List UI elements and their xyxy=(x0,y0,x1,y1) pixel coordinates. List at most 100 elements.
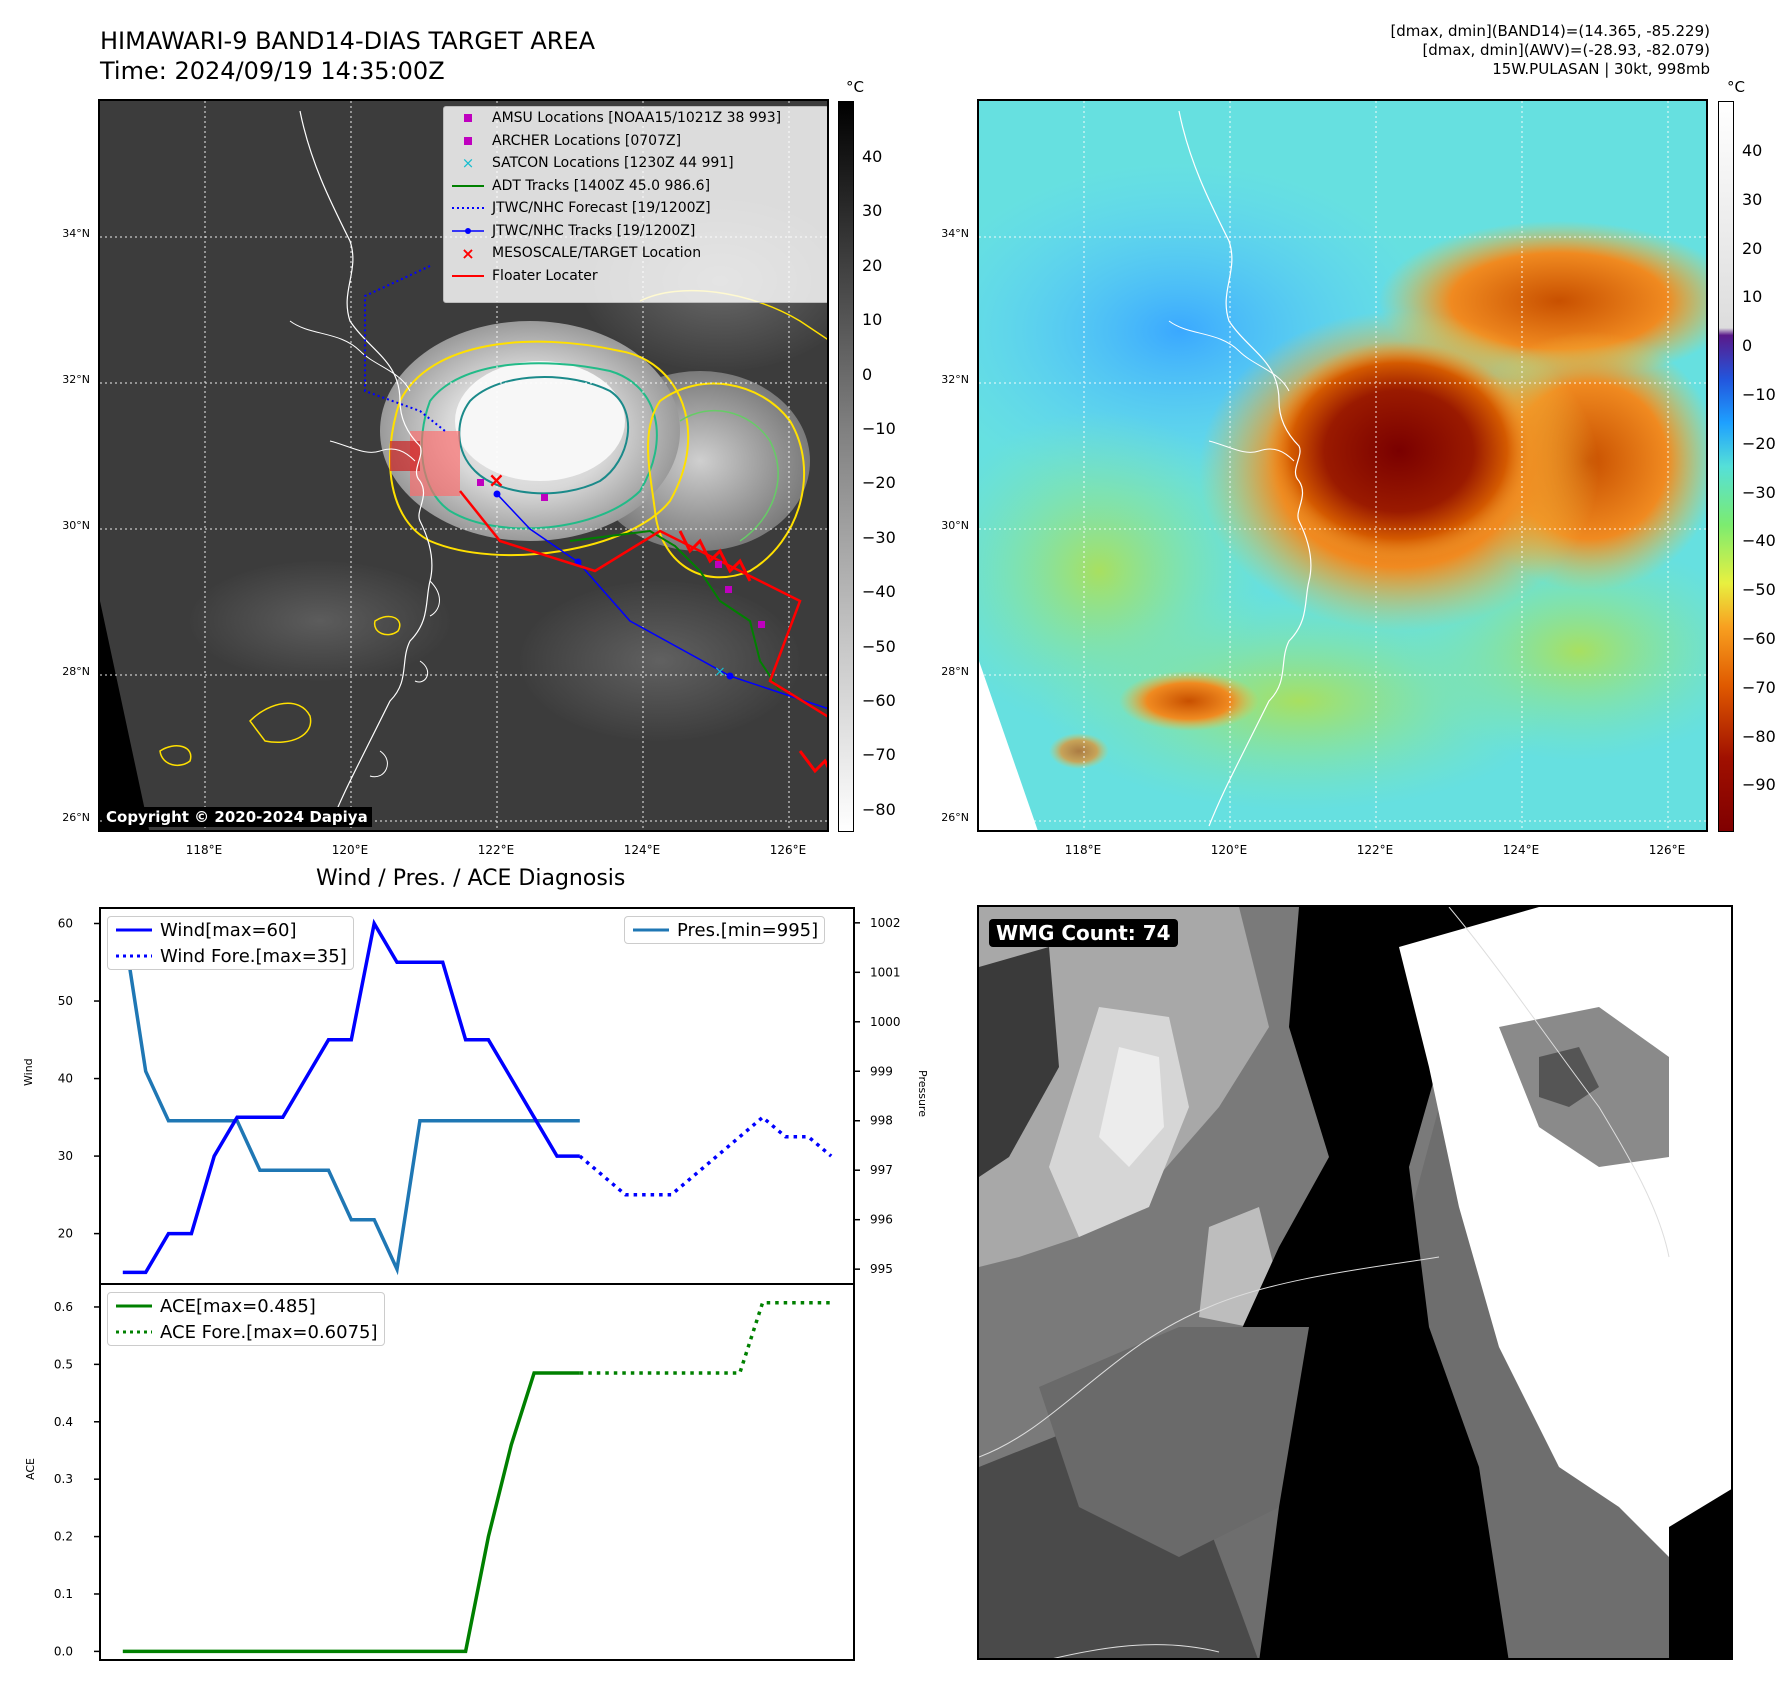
wind-legend: Wind[max=60] Wind Fore.[max=35] xyxy=(107,916,354,970)
lon-label-124-right: 124°E xyxy=(1502,843,1540,857)
pres-ytick-999: 999 xyxy=(870,1064,893,1078)
lon-label-118-right: 118°E xyxy=(1064,843,1102,857)
lon-label-118: 118°E xyxy=(185,843,223,857)
colorbar-left-tick-12: −80 xyxy=(862,799,896,819)
legend-ace-fore: ACE Fore.[max=0.6075] xyxy=(108,1319,384,1345)
legend-item-amsu: AMSU Locations [NOAA15/1021Z 38 993] xyxy=(444,107,827,130)
lat-label-26-right: 26°N xyxy=(941,811,969,824)
colorbar-left-unit: °C xyxy=(846,78,864,96)
colorbar-left-tick-5: −10 xyxy=(862,419,896,438)
colorbar-right-tick-7: −30 xyxy=(1742,482,1776,502)
colorbar-left-tick-4: 0 xyxy=(862,364,873,384)
dotted-line-icon xyxy=(116,954,152,958)
ace-ytick-4: 0.4 xyxy=(54,1415,73,1429)
x-marker-icon: × xyxy=(461,154,475,173)
dotted-line-icon xyxy=(116,1330,152,1334)
pres-ytick-996: 996 xyxy=(870,1213,893,1227)
stats-block: [dmax, dmin](BAND14)=(14.365, -85.229) [… xyxy=(1110,22,1710,79)
colorbar-left xyxy=(838,101,854,832)
lat-label-26: 26°N xyxy=(62,811,90,824)
lon-label-122: 122°E xyxy=(477,843,515,857)
awv-map-panel xyxy=(977,99,1708,832)
pres-ytick-997: 997 xyxy=(870,1163,893,1177)
colorbar-right-tick-12: −80 xyxy=(1742,726,1776,746)
ace-axes xyxy=(99,1283,855,1661)
colorbar-left-tick-2: 20 xyxy=(862,255,883,275)
colorbar-right xyxy=(1718,101,1734,832)
colorbar-left-tick-9: −50 xyxy=(862,636,896,656)
wind-ytick-30: 30 xyxy=(58,1149,73,1163)
pres-ytick-1000: 1000 xyxy=(870,1015,901,1029)
wind-axis-label: Wind xyxy=(22,1058,35,1086)
wmg-count-badge: WMG Count: 74 xyxy=(989,919,1178,947)
colorbar-right-tick-4: 0 xyxy=(1742,336,1753,356)
lon-label-120: 120°E xyxy=(331,843,369,857)
pres-ytick-995: 995 xyxy=(870,1262,893,1276)
wind-forecast-series-line xyxy=(578,1115,833,1197)
lat-label-34-right: 34°N xyxy=(941,227,969,240)
lon-label-120-right: 120°E xyxy=(1210,843,1248,857)
pressure-axis-label: Pressure xyxy=(916,1070,929,1117)
colorbar-right-tick-9: −50 xyxy=(1742,580,1776,600)
colorbar-right-tick-10: −60 xyxy=(1742,629,1776,648)
colorbar-left-tick-7: −30 xyxy=(862,527,896,547)
awv-map-image xyxy=(979,101,1706,830)
line-icon xyxy=(116,928,152,932)
title-line-2: Time: 2024/09/19 14:35:00Z xyxy=(100,57,445,85)
ace-ytick-6: 0.6 xyxy=(54,1300,73,1314)
legend-item-jtwc-tracks: JTWC/NHC Tracks [19/1200Z] xyxy=(444,220,827,243)
colorbar-right-tick-3: 10 xyxy=(1742,287,1763,307)
line-icon xyxy=(633,928,669,932)
colorbar-right-tick-1: 30 xyxy=(1742,189,1763,209)
square-marker-icon xyxy=(464,136,472,145)
colorbar-right-unit: °C xyxy=(1727,78,1745,96)
ace-ytick-0: 0.0 xyxy=(54,1644,73,1658)
colorbar-left-tick-6: −20 xyxy=(862,473,896,493)
diagnosis-title: Wind / Pres. / ACE Diagnosis xyxy=(316,866,626,891)
legend-item-adt: ADT Tracks [1400Z 45.0 986.6] xyxy=(444,175,827,198)
legend-ace: ACE[max=0.485] xyxy=(108,1293,384,1319)
wind-ytick-40: 40 xyxy=(58,1072,73,1086)
legend-wind: Wind[max=60] xyxy=(108,917,353,943)
svg-text:×: × xyxy=(488,468,505,492)
map-legend: AMSU Locations [NOAA15/1021Z 38 993] ARC… xyxy=(443,106,827,303)
figure-title: HIMAWARI-9 BAND14-DIAS TARGET AREA Time:… xyxy=(100,26,595,86)
legend-wind-fore: Wind Fore.[max=35] xyxy=(108,943,353,969)
pres-ytick-1001: 1001 xyxy=(870,965,901,979)
stats-line-2: [dmax, dmin](AWV)=(-28.93, -82.079) xyxy=(1422,41,1710,59)
ir-map-panel: × × AMSU Locations [NOAA15/1021Z 38 993]… xyxy=(98,99,829,832)
line-icon xyxy=(452,184,484,187)
lat-label-34: 34°N xyxy=(62,227,90,240)
line-icon xyxy=(452,274,484,277)
lat-label-32: 32°N xyxy=(62,373,90,386)
lat-label-28: 28°N xyxy=(62,665,90,678)
lon-label-126: 126°E xyxy=(769,843,807,857)
line-icon xyxy=(116,1304,152,1308)
colorbar-right-tick-11: −70 xyxy=(1742,677,1776,697)
legend-item-archer: ARCHER Locations [0707Z] xyxy=(444,130,827,153)
colorbar-left-tick-8: −40 xyxy=(862,582,896,602)
lat-label-30: 30°N xyxy=(62,519,90,532)
square-marker-icon xyxy=(464,114,472,123)
legend-item-floater: Floater Locater xyxy=(444,265,827,288)
wind-series-line xyxy=(122,918,580,1275)
colorbar-right-tick-2: 20 xyxy=(1742,238,1763,258)
tick-labels-group: 20 30 40 50 60 995 996 997 998 999 1000 1001 1002 0.0… xyxy=(54,916,901,1659)
colorbar-left-tick-1: 30 xyxy=(862,201,883,221)
ace-plot-group xyxy=(122,1300,832,1654)
colorbar-right-tick-6: −20 xyxy=(1742,433,1776,453)
line-dot-icon xyxy=(452,227,484,234)
colorbar-left-tick-3: 10 xyxy=(862,310,883,330)
wind-ytick-60: 60 xyxy=(58,917,73,931)
ace-ytick-2: 0.2 xyxy=(54,1530,73,1544)
ace-ytick-1: 0.1 xyxy=(54,1587,73,1601)
dotted-line-icon xyxy=(452,207,484,210)
colorbar-right-tick-0: 40 xyxy=(1742,141,1763,160)
wind-ytick-50: 50 xyxy=(58,994,73,1008)
x-marker-icon: × xyxy=(461,243,475,263)
ace-axis-label: ACE xyxy=(24,1458,37,1480)
svg-text:×: × xyxy=(714,664,726,680)
copyright-label: Copyright © 2020-2024 Dapiya xyxy=(102,807,372,827)
lat-label-30-right: 30°N xyxy=(941,519,969,532)
wind-plot-group xyxy=(121,918,833,1276)
